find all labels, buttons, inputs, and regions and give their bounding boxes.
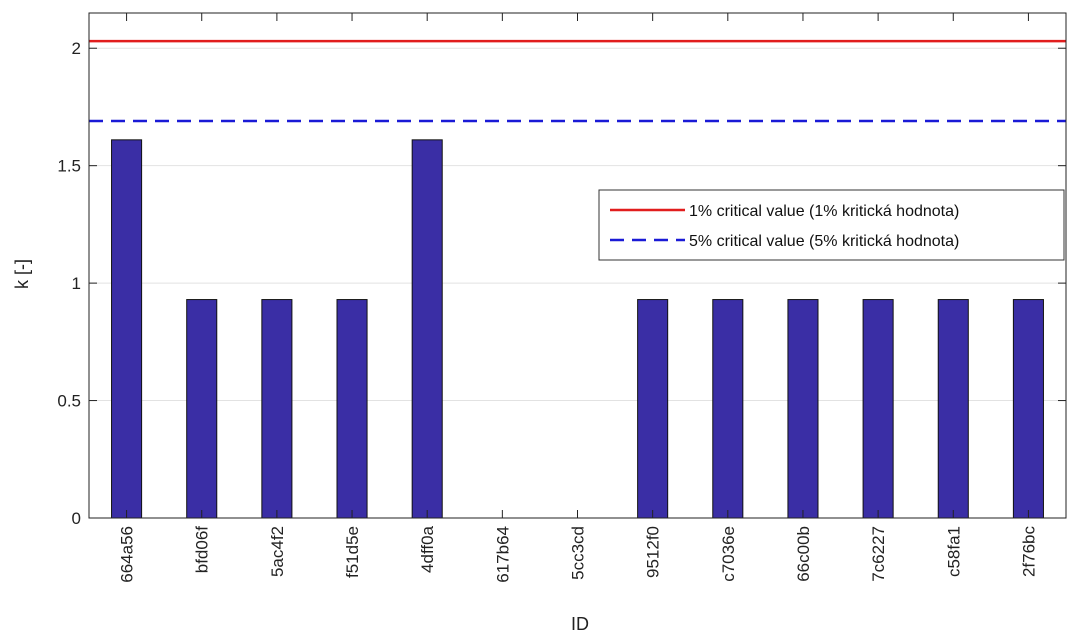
bar: [336, 299, 368, 519]
y-tick-label: 0.5: [57, 392, 81, 411]
x-tick-label: f51d5e: [343, 526, 362, 578]
bar: [787, 299, 819, 519]
x-tick-label: 66c00b: [794, 526, 813, 582]
y-tick-label: 2: [72, 39, 81, 58]
axes: 0 0.5 1 1.5 2 664a56 bfd06f 5ac4f2 f51d5e 4dff0a 6…: [57, 12, 1067, 583]
y-tick-label: 1.5: [57, 157, 81, 176]
bar: [637, 299, 669, 519]
x-tick-label: 617b64: [493, 526, 512, 583]
x-tick-label: 7c6227: [869, 526, 888, 582]
bar: [937, 299, 969, 519]
x-tick-label: 5cc3cd: [569, 526, 588, 580]
x-tick-label: bfd06f: [193, 526, 212, 574]
x-tick-label: 5ac4f2: [268, 526, 287, 577]
bar: [712, 299, 744, 519]
bar: [111, 139, 143, 519]
x-tick-label: 9512f0: [644, 526, 663, 578]
legend-label-1pct: 1% critical value (1% kritická hodnota): [689, 203, 959, 220]
bar: [1012, 299, 1044, 519]
x-tick-label: 664a56: [118, 526, 137, 583]
grid: [89, 47, 1066, 519]
legend-label-5pct: 5% critical value (5% kritická hodnota): [689, 233, 959, 250]
legend[interactable]: 1% critical value (1% kritická hodnota) …: [598, 189, 1065, 261]
x-tick-label: c7036e: [719, 526, 738, 582]
x-tick-label: 4dff0a: [418, 525, 437, 573]
bars: [111, 139, 1044, 519]
y-axis-label: k [-]: [12, 259, 32, 289]
x-tick-label: c58fa1: [944, 526, 963, 577]
y-tick-label: 1: [72, 274, 81, 293]
y-tick-label: 0: [72, 509, 81, 528]
legend-box: [598, 189, 1065, 261]
x-tick-label: 2f76bc: [1019, 526, 1038, 578]
bar: [186, 299, 218, 519]
x-axis-label: ID: [571, 614, 589, 634]
reference-lines: [89, 39, 1066, 123]
bar: [261, 299, 293, 519]
bar: [862, 299, 894, 519]
bar: [411, 139, 443, 519]
plot-frame: [88, 12, 1067, 519]
